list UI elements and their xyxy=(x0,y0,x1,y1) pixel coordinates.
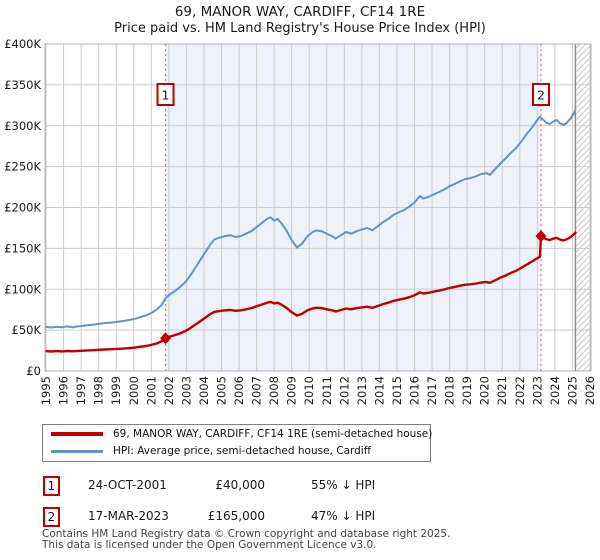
copyright-footer: Contains HM Land Registry data © Crown c… xyxy=(42,529,582,551)
sale-hpi-delta-2: 47% ↓ HPI xyxy=(311,509,376,523)
x-tick-label: 2024 xyxy=(548,376,562,405)
y-tick-label: £50K xyxy=(12,323,42,337)
x-tick-label: 2010 xyxy=(302,376,316,405)
x-tick-label: 2012 xyxy=(337,376,351,405)
y-tick-label: £400K xyxy=(4,37,41,51)
page-title: 69, MANOR WAY, CARDIFF, CF14 1RE xyxy=(174,4,426,20)
hpi-line-swatch xyxy=(51,449,103,453)
x-tick-label: 2002 xyxy=(162,376,176,405)
sale-price-1: £40,000 xyxy=(215,478,265,492)
legend-label-property: 69, MANOR WAY, CARDIFF, CF14 1RE (semi-d… xyxy=(113,428,433,440)
x-tick-label: 2013 xyxy=(355,376,369,405)
sale-diamond-1 xyxy=(160,332,172,345)
sale-date-1: 24-OCT-2001 xyxy=(88,478,167,492)
x-tick-label: 2007 xyxy=(250,376,264,405)
x-tick-label: 2001 xyxy=(144,376,158,405)
x-tick-label: 1995 xyxy=(39,376,53,405)
transaction-row-1: 1 24-OCT-2001 £40,000 55% ↓ HPI xyxy=(0,476,600,498)
x-tick-label: 2020 xyxy=(478,376,492,405)
x-tick-label: 2019 xyxy=(460,376,474,405)
x-tick-label: 2022 xyxy=(513,376,527,405)
x-tick-label: 2004 xyxy=(197,376,211,405)
y-tick-label: £350K xyxy=(4,78,41,92)
x-tick-label: 2018 xyxy=(443,376,457,405)
future-hatch-region xyxy=(575,44,591,371)
x-tick-label: 1997 xyxy=(74,376,88,405)
x-tick-label: 2026 xyxy=(583,376,597,405)
y-tick-label: £0 xyxy=(26,364,41,378)
x-tick-label: 2006 xyxy=(232,376,246,405)
sale-number-badge-2: 2 xyxy=(43,507,60,527)
page-subtitle: Price paid vs. HM Land Registry's House … xyxy=(114,21,486,36)
x-tick-label: 2015 xyxy=(390,376,404,405)
x-tick-label: 2003 xyxy=(179,376,193,405)
property-line-swatch xyxy=(51,432,103,436)
y-tick-label: £150K xyxy=(4,241,41,255)
footer-line-1: Contains HM Land Registry data © Crown c… xyxy=(42,528,451,540)
x-tick-label: 2025 xyxy=(565,376,579,405)
y-tick-label: £200K xyxy=(4,201,41,215)
plot-border xyxy=(44,43,592,372)
sale-marker-box-1 xyxy=(156,83,175,106)
legend-item-property: 69, MANOR WAY, CARDIFF, CF14 1RE (semi-d… xyxy=(43,426,433,442)
x-tick-label: 2000 xyxy=(127,376,141,405)
x-tick-label: 1999 xyxy=(109,376,123,405)
transaction-row-2: 2 17-MAR-2023 £165,000 47% ↓ HPI xyxy=(0,507,600,529)
x-tick-label: 2016 xyxy=(407,376,421,405)
x-tick-label: 2011 xyxy=(320,376,334,405)
price-chart: 1 2 £0 £50K £100K £150K £200K £250K £300K £350K £4… xyxy=(4,37,597,405)
x-tick-label: 1996 xyxy=(57,376,71,405)
legend-item-hpi: HPI: Average price, semi-detached house,… xyxy=(43,443,430,459)
x-tick-label: 2014 xyxy=(372,376,386,405)
sale-date-2: 17-MAR-2023 xyxy=(88,509,169,523)
sale-diamond-2 xyxy=(535,230,547,243)
y-tick-label: £100K xyxy=(4,282,41,296)
x-tick-label: 2009 xyxy=(285,376,299,405)
x-tick-label: 2005 xyxy=(215,376,229,405)
y-tick-label: £250K xyxy=(4,160,41,174)
legend-label-hpi: HPI: Average price, semi-detached house,… xyxy=(113,445,371,457)
sale-marker-box-2 xyxy=(531,83,550,106)
sale-hpi-delta-1: 55% ↓ HPI xyxy=(311,478,376,492)
x-tick-label: 1998 xyxy=(92,376,106,405)
x-tick-label: 2023 xyxy=(530,376,544,405)
x-tick-label: 2008 xyxy=(267,376,281,405)
sale-marker-label-1: 1 xyxy=(162,88,170,103)
sale-number-badge-1: 1 xyxy=(43,476,60,496)
y-tick-label: £300K xyxy=(4,119,41,133)
footer-line-2: This data is licensed under the Open Gov… xyxy=(42,539,377,551)
x-tick-label: 2017 xyxy=(425,376,439,405)
hpi-line xyxy=(45,109,577,329)
chart-legend: 69, MANOR WAY, CARDIFF, CF14 1RE (semi-d… xyxy=(42,424,433,462)
sale-marker-label-2: 2 xyxy=(537,88,545,103)
sale-price-2: £165,000 xyxy=(207,509,265,523)
property-line xyxy=(44,231,577,353)
x-tick-label: 2021 xyxy=(495,376,509,405)
